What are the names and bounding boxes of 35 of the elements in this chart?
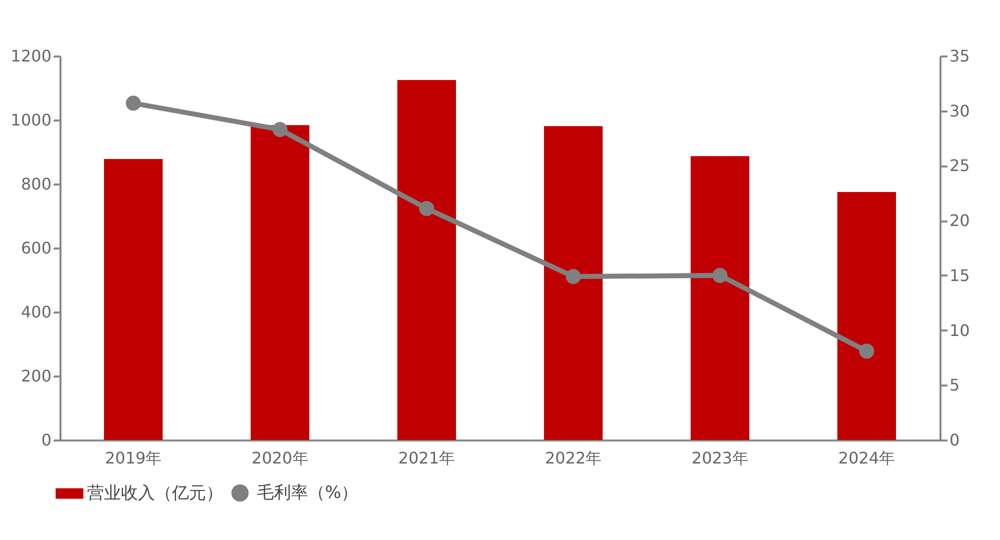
x-tick-label: 2023年: [692, 448, 748, 468]
y2-tick-label: 0: [950, 430, 960, 450]
x-tick-label: 2020年: [252, 448, 308, 468]
point: [419, 200, 434, 216]
point: [859, 344, 874, 359]
y2-tick-label: 25: [950, 156, 970, 176]
x-tick-label: 2019年: [104, 448, 162, 468]
y2-tick-label: 35: [950, 46, 970, 66]
point: [566, 269, 581, 284]
y2-tick-label: 5: [950, 376, 960, 395]
point: [272, 122, 288, 138]
y2-tick-label: 15: [950, 266, 970, 285]
y-tick-label: 1200: [10, 46, 52, 66]
bar: [397, 80, 456, 440]
bar: [837, 192, 896, 440]
legend-label: 毛利率（%）: [257, 483, 358, 503]
point: [712, 268, 728, 283]
y-tick-label: 600: [20, 238, 52, 258]
x-tick-label: 2021年: [398, 448, 456, 468]
y2-tick-label: 30: [950, 101, 970, 120]
y2-tick-label: 10: [950, 320, 970, 340]
y-tick-label: 0: [41, 430, 52, 450]
y-tick-label: 1000: [10, 110, 52, 130]
bar: [690, 156, 750, 440]
x-tick-label: 2022年: [544, 448, 602, 468]
y-tick-label: 400: [20, 302, 52, 322]
point: [126, 96, 141, 111]
bar: [250, 125, 310, 440]
y-tick-label: 800: [20, 174, 52, 194]
y-tick-label: 200: [20, 366, 52, 386]
x-tick-label: 2024年: [838, 448, 896, 468]
bar: [104, 159, 163, 440]
bar: [544, 126, 603, 440]
legend-label: 营业收入（亿元）: [87, 484, 223, 504]
y2-tick-label: 20: [950, 211, 970, 230]
